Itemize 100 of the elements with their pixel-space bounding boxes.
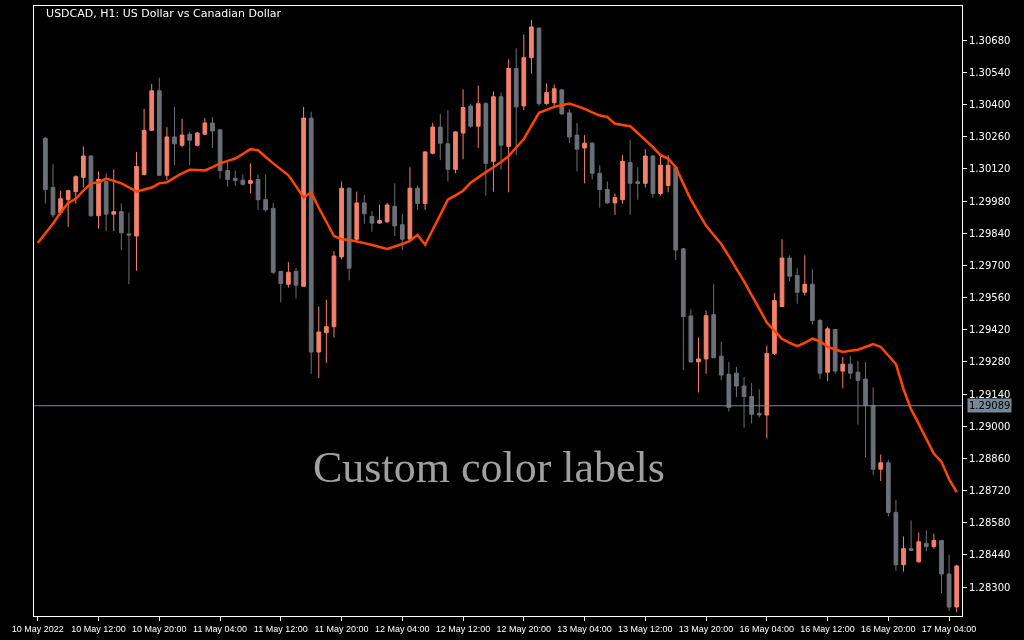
candlestick — [50, 163, 56, 219]
candlestick — [445, 109, 451, 183]
candlestick — [65, 189, 71, 228]
chart-title: USDCAD, H1: US Dollar vs Canadian Dollar — [46, 7, 282, 21]
candlestick — [453, 130, 458, 174]
candlestick — [324, 299, 329, 364]
candlestick — [210, 116, 215, 149]
candlestick — [339, 181, 344, 260]
candlestick — [331, 250, 337, 339]
x-tick-label: 11 May 04:00 — [193, 623, 247, 634]
candlestick — [270, 202, 276, 275]
candlestick — [885, 459, 891, 517]
candlestick — [308, 111, 314, 375]
candlestick — [392, 182, 398, 237]
candlestick — [931, 533, 937, 550]
candlestick — [506, 58, 511, 193]
x-tick-label: 16 May 04:00 — [739, 623, 795, 634]
candlestick — [817, 318, 823, 380]
candlestick — [756, 388, 762, 418]
x-tick-label: 13 May 20:00 — [678, 623, 734, 634]
y-tick-label: 1.30400 — [969, 99, 1011, 111]
candlestick — [916, 531, 922, 564]
y-tick-label: 1.29840 — [969, 227, 1011, 239]
candlestick — [483, 101, 489, 197]
candlestick — [187, 131, 193, 166]
candlestick — [696, 337, 701, 393]
candlestick — [278, 270, 284, 303]
candlestick — [848, 355, 853, 380]
candlestick — [620, 154, 625, 205]
candlestick — [908, 519, 914, 552]
candlestick — [88, 154, 94, 218]
candlestick — [293, 267, 299, 299]
candlestick — [437, 113, 443, 161]
candlestick — [43, 136, 48, 205]
candlestick — [597, 164, 603, 209]
candlestick — [604, 181, 610, 205]
y-tick-label: 1.30120 — [969, 163, 1011, 175]
candlestick — [81, 145, 86, 189]
candlestick — [893, 499, 899, 572]
y-tick-label: 1.30680 — [969, 34, 1011, 46]
x-tick-label: 11 May 12:00 — [253, 623, 308, 634]
candlestick — [870, 386, 876, 476]
candlestick — [346, 187, 352, 281]
candlestick — [923, 529, 929, 552]
candlestick — [354, 191, 360, 242]
candlestick — [749, 382, 754, 424]
candlestick — [286, 261, 291, 288]
y-tick-label: 1.28720 — [969, 485, 1011, 497]
candlestick — [718, 341, 724, 381]
candlestick — [536, 27, 542, 107]
y-tick-label: 1.29980 — [969, 195, 1011, 207]
candlestick — [810, 268, 815, 326]
y-tick-label: 1.28580 — [969, 517, 1011, 529]
candlestick — [627, 139, 633, 216]
candlestick — [529, 19, 534, 75]
candlestick — [665, 154, 671, 193]
candlestick — [787, 254, 792, 282]
candlestick — [232, 170, 238, 186]
x-tick-label: 11 May 20:00 — [314, 623, 369, 634]
y-tick-label: 1.28860 — [969, 452, 1011, 464]
candlestick — [96, 170, 101, 230]
candlestick — [832, 328, 838, 375]
y-tick-label: 1.29140 — [969, 388, 1011, 400]
x-tick-label: 13 May 12:00 — [618, 623, 673, 634]
candlestick — [635, 166, 641, 201]
candlestick — [521, 33, 527, 111]
candlestick — [589, 141, 595, 180]
candlestick — [574, 122, 580, 172]
candlestick — [422, 150, 428, 211]
candlestick — [172, 106, 177, 166]
candlestick — [217, 128, 223, 180]
candlestick — [164, 126, 170, 181]
candlestick — [399, 213, 405, 251]
candlestick — [794, 267, 800, 305]
candlestick — [194, 131, 200, 147]
x-tick-label: 10 May 12:00 — [71, 623, 126, 634]
x-tick-label: 16 May 12:00 — [800, 623, 855, 634]
candlestick — [688, 308, 694, 364]
candlestick — [551, 84, 557, 108]
candlestick — [772, 292, 777, 356]
candlestick — [377, 204, 382, 224]
candlestick — [612, 192, 618, 216]
candlestick — [384, 202, 390, 224]
candlestick — [680, 247, 686, 371]
candlestick — [734, 366, 739, 398]
candlestick — [179, 118, 185, 148]
candlestick — [559, 88, 565, 115]
candlestick — [103, 172, 109, 232]
candlestick — [825, 326, 830, 382]
candlestick — [240, 174, 246, 186]
candlestick — [369, 210, 375, 233]
candlestick — [111, 168, 117, 232]
candlestick — [658, 154, 663, 197]
candlestick — [954, 564, 960, 613]
y-tick-label: 1.28300 — [969, 581, 1011, 593]
candlestick — [415, 184, 420, 211]
candlestick — [642, 148, 648, 189]
y-tick-label: 1.30260 — [969, 131, 1011, 143]
candlestick — [863, 361, 868, 458]
candlestick — [475, 85, 481, 149]
